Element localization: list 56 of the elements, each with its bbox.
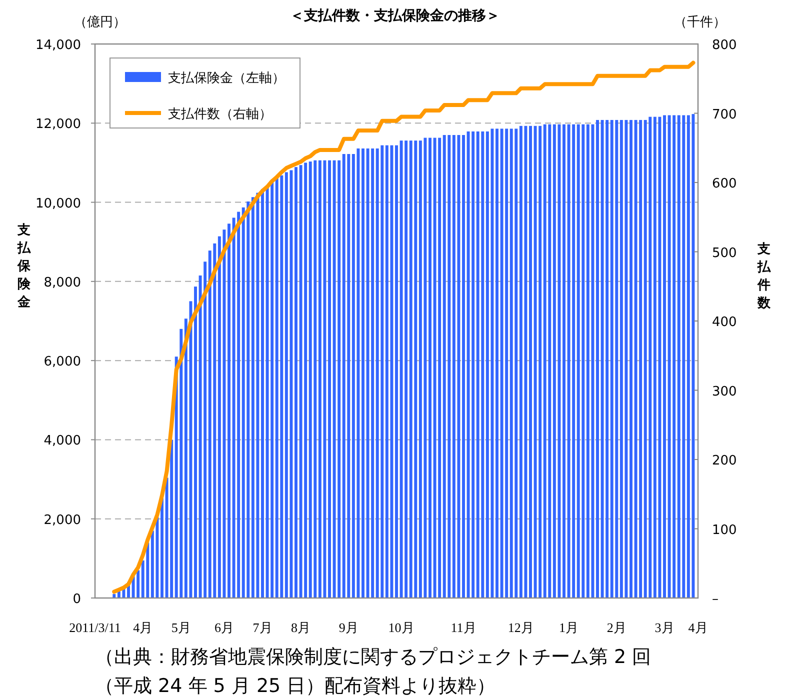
bar bbox=[663, 115, 666, 598]
y-tick-label: 10,000 bbox=[36, 196, 81, 212]
text: （千件） bbox=[674, 15, 726, 30]
bar bbox=[328, 160, 331, 598]
bar bbox=[630, 120, 632, 598]
bar bbox=[428, 138, 432, 598]
bar bbox=[596, 120, 599, 598]
x-tick-label: 7月 bbox=[252, 620, 272, 635]
bar bbox=[395, 145, 398, 598]
x-tick-label: 9月 bbox=[338, 620, 358, 635]
bar bbox=[562, 124, 566, 598]
y2-axis-title: 支払件数 bbox=[756, 242, 772, 311]
y-axis-title: 支払保険金 bbox=[16, 223, 32, 310]
x-tick-label: 11月 bbox=[450, 620, 476, 635]
bar bbox=[362, 148, 364, 598]
x-tick-label: 2月 bbox=[606, 620, 626, 635]
y2-tick-label: – bbox=[712, 592, 718, 607]
text: （平成 24 年 5 月 25 日）配布資料より抜粋） bbox=[95, 675, 496, 697]
bar bbox=[194, 286, 197, 598]
x-tick-label: 2011/3/11 bbox=[69, 620, 121, 635]
bar bbox=[529, 126, 532, 598]
y-tick-label: 8,000 bbox=[44, 275, 81, 290]
x-tick-label: 6月 bbox=[214, 620, 234, 635]
y-tick-label: 6,000 bbox=[44, 354, 81, 370]
y2-tick-label: 100 bbox=[712, 522, 737, 538]
y2-tick-label: 700 bbox=[712, 107, 737, 122]
y2-tick-label: 800 bbox=[712, 38, 737, 53]
x-tick-label: 12月 bbox=[508, 620, 534, 635]
y2-tick-label: 300 bbox=[712, 384, 737, 400]
y-tick-label: 12,000 bbox=[36, 117, 81, 132]
x-tick-label: 3月 bbox=[654, 620, 674, 635]
y-tick-label: 0 bbox=[72, 592, 81, 607]
y2-tick-label: 200 bbox=[712, 454, 737, 468]
y2-tick-label: 500 bbox=[712, 246, 737, 261]
y-tick-label: 4,000 bbox=[44, 434, 81, 449]
bar bbox=[294, 167, 298, 598]
chart-title: ＜支払件数・支払保険金の推移＞ bbox=[290, 8, 500, 24]
legend-label: 支払保険金（左軸） bbox=[168, 71, 285, 86]
text: （出典：財務省地震保険制度に関するプロジェクトチーム第 2 回 bbox=[95, 646, 652, 668]
bar bbox=[228, 224, 230, 598]
y2-tick-label: 600 bbox=[712, 176, 737, 192]
x-tick-label: 5月 bbox=[171, 620, 191, 635]
y2-tick-label: 400 bbox=[712, 315, 737, 330]
text: （億円） bbox=[74, 15, 126, 30]
x-tick-label: 4月 bbox=[688, 620, 708, 635]
legend-label: 支払件数（右軸） bbox=[168, 107, 272, 122]
x-tick-label: 4月 bbox=[133, 620, 153, 635]
bar bbox=[462, 135, 465, 598]
line-series bbox=[112, 60, 696, 594]
x-tick-label: 1月 bbox=[559, 620, 579, 635]
bar bbox=[496, 128, 498, 598]
y-tick-label: 2,000 bbox=[44, 512, 81, 528]
y-tick-label: 14,000 bbox=[36, 38, 81, 53]
bar bbox=[160, 497, 164, 598]
x-tick-label: 8月 bbox=[291, 620, 311, 635]
x-tick-label: 10月 bbox=[388, 620, 414, 635]
